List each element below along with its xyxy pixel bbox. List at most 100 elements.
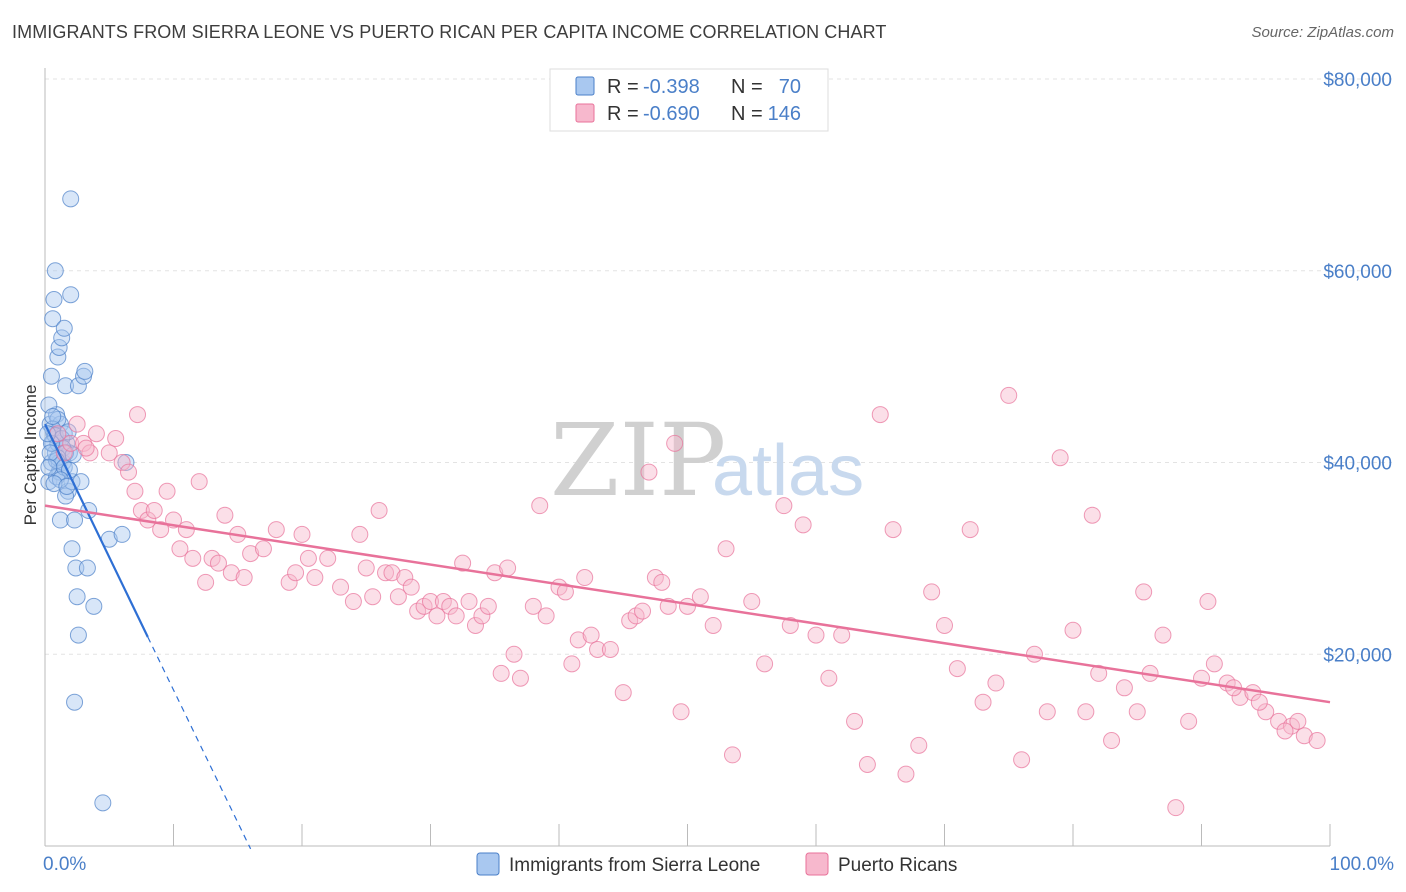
puerto-rican-point-53 [441,597,459,615]
puerto-rican-point-82 [653,573,671,591]
puerto-rican-point-143 [77,439,95,457]
puerto-rican-point-119 [1090,664,1108,682]
puerto-rican-point-51 [428,607,446,625]
legend-r-value-pink: -0.690 [643,103,700,125]
puerto-rican-point-117 [1077,703,1095,721]
sierra-leone-point-49 [49,410,67,428]
puerto-rican-point-56 [460,593,478,611]
puerto-rican-point-76 [614,684,632,702]
sierra-leone-point-46 [66,693,84,711]
puerto-rican-point-21 [197,573,215,591]
puerto-rican-point-93 [775,497,793,515]
sierra-leone-point-38 [63,540,81,558]
puerto-rican-point-46 [396,569,414,587]
puerto-rican-point-23 [209,554,227,572]
puerto-rican-point-67 [537,607,555,625]
gridlines [45,78,1392,655]
puerto-rican-point-18 [177,521,195,539]
puerto-rican-point-122 [1128,703,1146,721]
puerto-rican-point-70 [563,655,581,673]
puerto-rican-point-72 [576,569,594,587]
puerto-rican-point-97 [820,669,838,687]
x-ticks [44,824,1331,846]
puerto-rican-point-135 [1295,727,1313,745]
puerto-rican-point-19 [184,549,202,567]
y-tick-label-3: $80,000 [1323,70,1392,91]
puerto-rican-point-28 [242,545,260,563]
legend-swatch-blue [575,76,595,96]
sierra-leone-point-14 [46,262,64,280]
puerto-rican-point-31 [280,573,298,591]
puerto-rican-point-38 [344,593,362,611]
x-tick-label-max: 100.0% [1330,854,1395,875]
puerto-rican-point-101 [871,406,889,424]
puerto-rican-point-85 [672,703,690,721]
puerto-rican-point-115 [1051,449,1069,467]
series-legend-swatch-blue [476,852,500,876]
puerto-rican-point-118 [1083,506,1101,524]
legend-n-value-pink: 146 [768,103,801,125]
puerto-rican-point-140 [1250,693,1268,711]
puerto-rican-point-7 [100,444,118,462]
puerto-rican-point-80 [640,463,658,481]
puerto-rican-point-113 [1025,645,1043,663]
y-tick-labels: $20,000 $40,000 $60,000 $80,000 [1323,70,1392,666]
puerto-rican-point-110 [987,674,1005,692]
puerto-rican-point-41 [364,588,382,606]
series-legend-swatch-pink [805,852,829,876]
puerto-rican-point-4 [75,434,93,452]
puerto-rican-point-114 [1038,703,1056,721]
sierra-leone-point-11 [42,367,60,385]
puerto-rican-point-106 [936,616,953,634]
sierra-leone-point-39 [67,559,85,577]
legend-n-value-blue: 70 [779,76,801,98]
puerto-rican-point-141 [1276,722,1294,740]
puerto-rican-point-103 [897,765,915,783]
puerto-rican-point-138 [1135,583,1153,601]
legend-r-label-blue: R = [607,76,639,98]
puerto-rican-point-79 [634,602,652,620]
series-sierra-leone-points [39,190,135,812]
series-puerto-ricans-points [49,386,1326,817]
puerto-rican-point-120 [1103,732,1121,750]
puerto-rican-point-112 [1013,751,1031,769]
puerto-rican-point-27 [235,569,253,587]
puerto-rican-point-100 [858,756,876,774]
puerto-rican-point-145 [129,406,147,424]
legend-r-label-pink: R = [607,103,639,125]
trend-line-sierra-leone [44,423,149,638]
puerto-rican-point-89 [717,540,735,558]
puerto-rican-point-104 [910,736,928,754]
legend-r-value-blue: -0.398 [643,76,700,98]
puerto-rican-point-29 [254,540,272,558]
series-legend-label-pink: Puerto Ricans [838,855,957,876]
puerto-rican-point-63 [505,645,523,663]
sierra-leone-point-17 [53,329,71,347]
sierra-leone-point-43 [69,626,87,644]
sierra-leone-point-19 [62,286,80,304]
puerto-rican-point-62 [499,559,517,577]
puerto-rican-point-58 [473,607,491,625]
legend-n-label-blue: N = [731,76,763,98]
y-axis-label: Per Capita Income [21,385,40,526]
sierra-leone-point-40 [78,559,96,577]
puerto-rican-point-136 [1308,732,1326,750]
stats-legend-box [549,68,829,132]
puerto-rican-point-45 [389,588,407,606]
puerto-rican-point-55 [454,554,472,572]
puerto-rican-point-84 [666,434,684,452]
puerto-rican-point-142 [1289,712,1307,730]
puerto-rican-point-91 [743,593,761,611]
sierra-leone-point-20 [57,377,75,395]
sierra-leone-point-23 [76,362,94,380]
puerto-rican-point-24 [216,506,234,524]
legend-n-label-pink: N = [731,103,763,125]
watermark-atlas: atlas [712,431,864,511]
puerto-rican-point-25 [222,564,240,582]
puerto-rican-point-50 [422,593,439,611]
legend-swatch-pink [575,103,595,123]
puerto-rican-point-14 [152,521,170,539]
chart-source: Source: ZipAtlas.com [1251,24,1394,41]
sierra-leone-point-47 [94,794,112,812]
